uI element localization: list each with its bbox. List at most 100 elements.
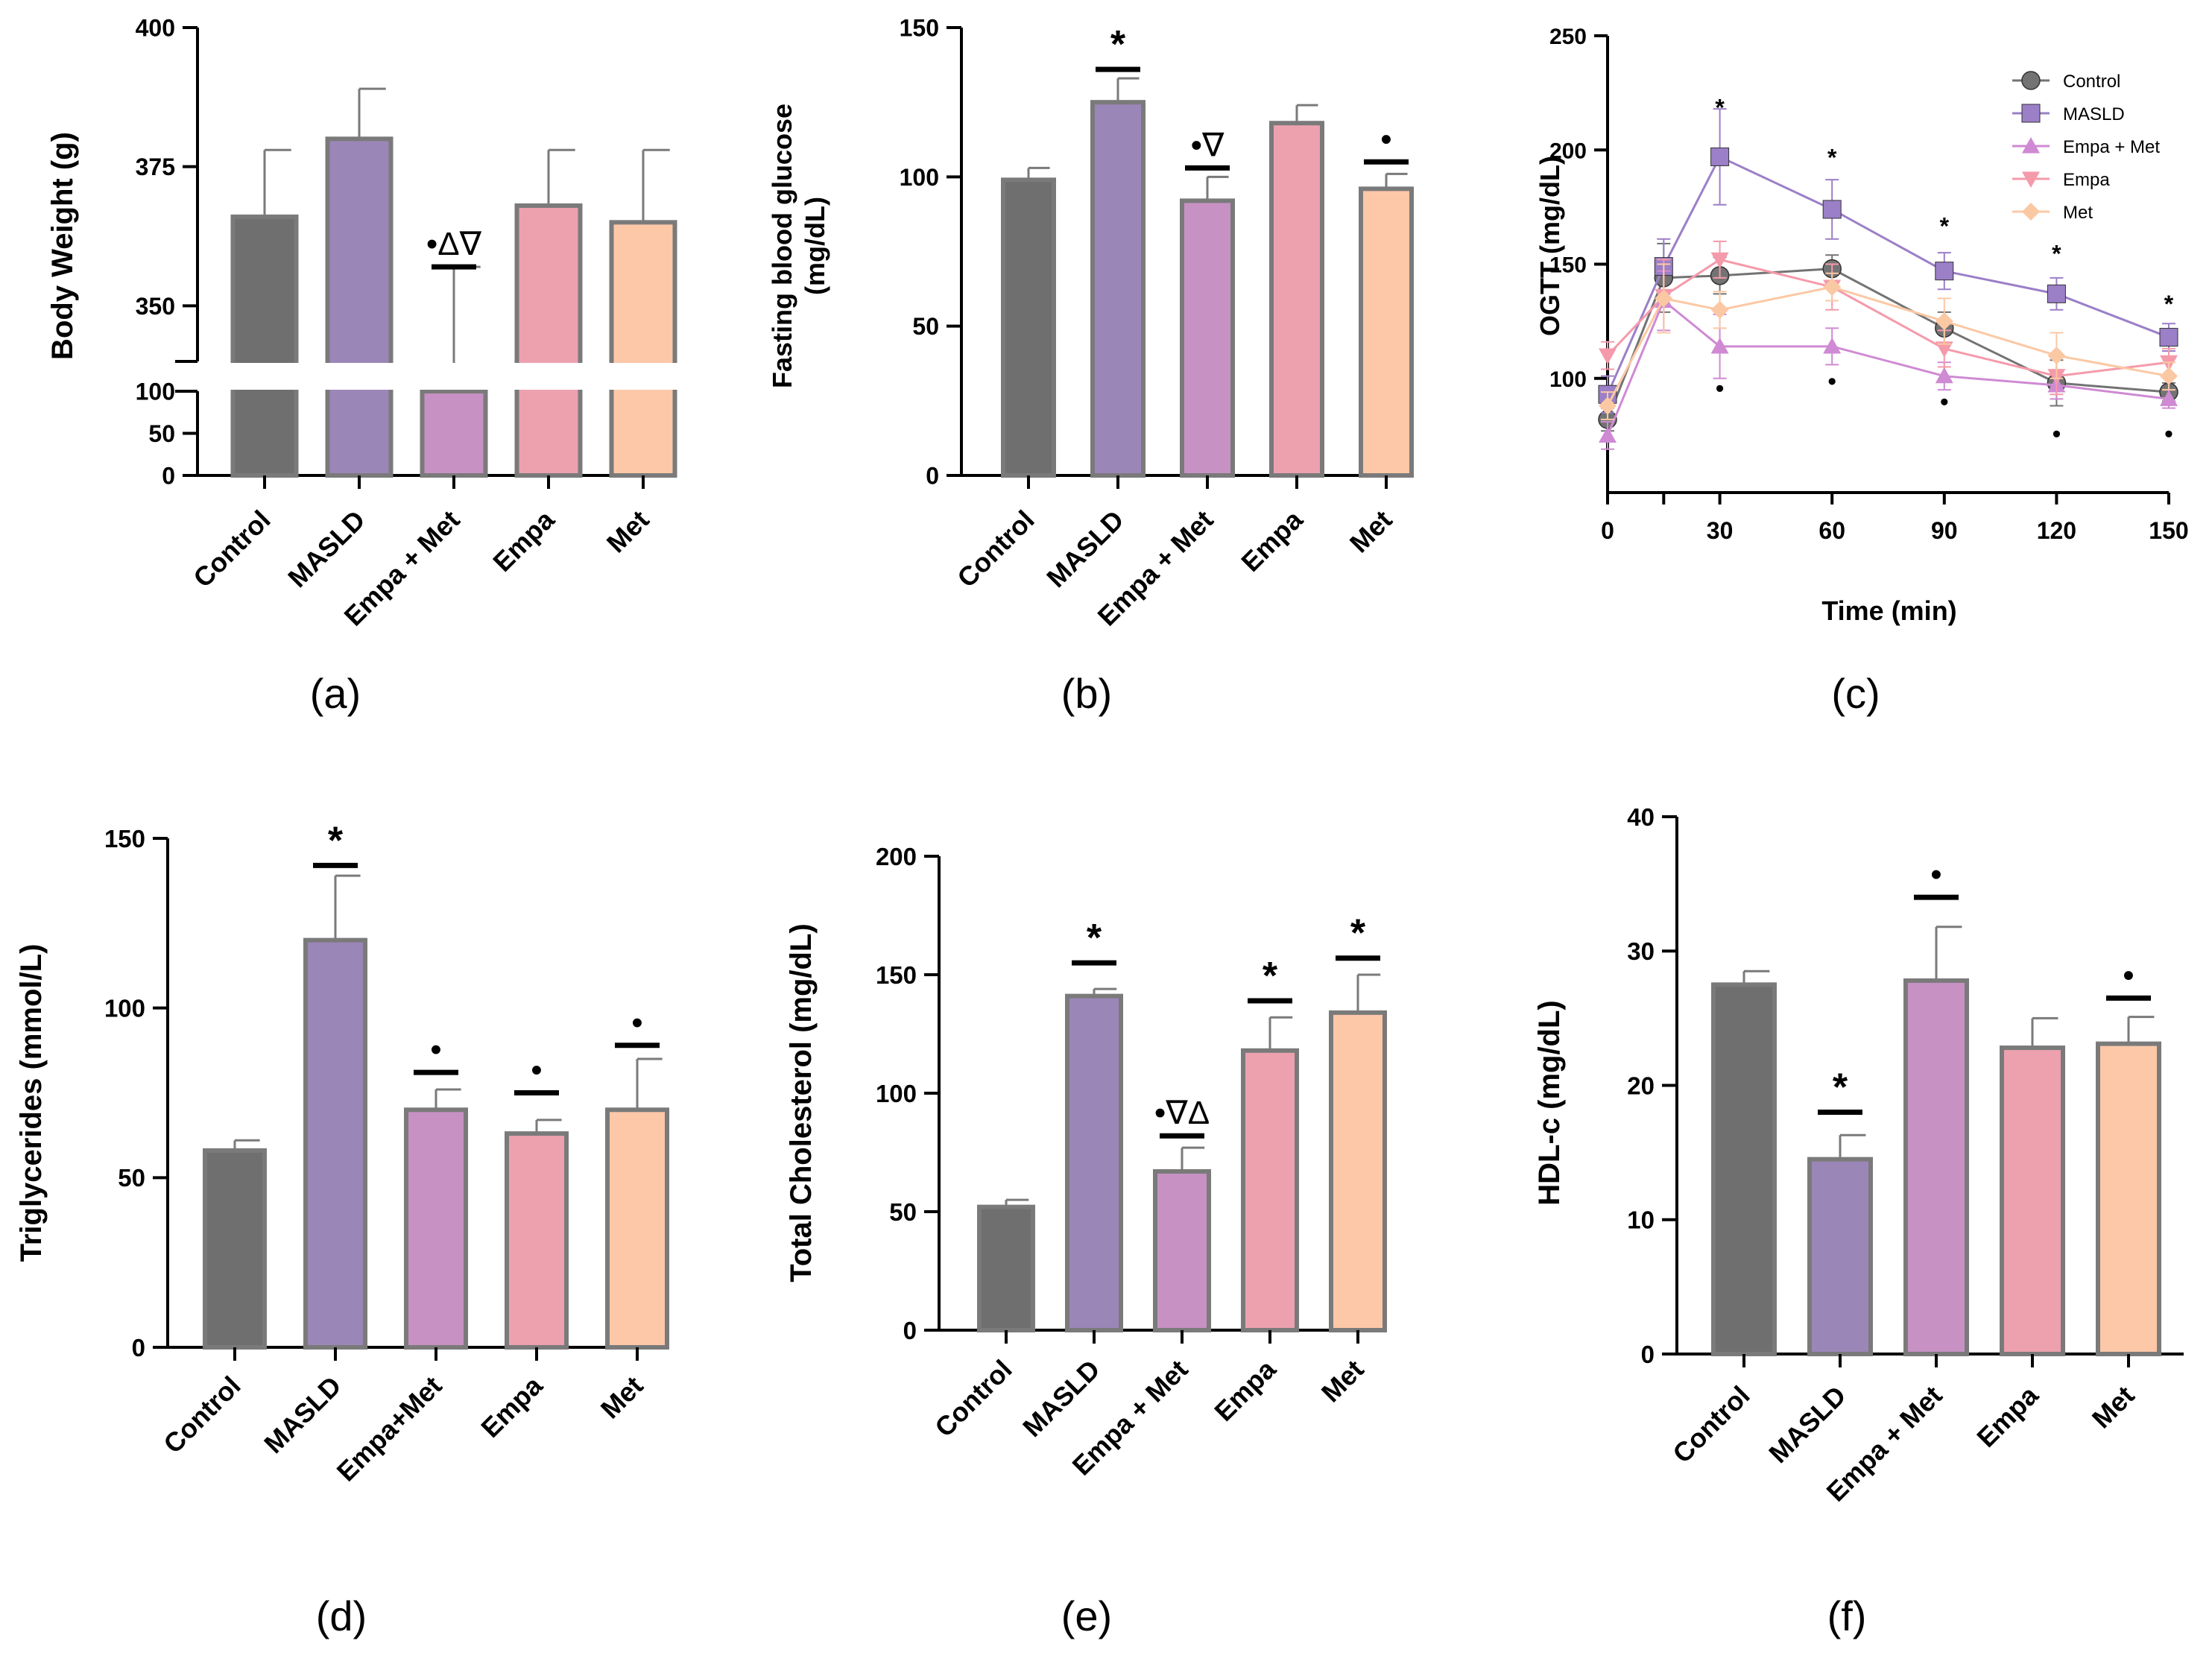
data-point: [1935, 262, 1954, 281]
bar-break-gap: [514, 363, 584, 390]
x-tick-label: Empa+Met: [331, 1370, 448, 1487]
x-tick-label: Met: [2086, 1380, 2140, 1434]
bar-masld: [1807, 1157, 1873, 1356]
y-tick-label: 30: [1627, 937, 1655, 965]
x-tick-label: MASLD: [1040, 504, 1130, 594]
x-tick-label: 90: [1931, 517, 1958, 544]
y-tick-label: 0: [1641, 1341, 1655, 1368]
panel-label: (f): [1827, 1592, 1867, 1639]
y-tick-label: 200: [1549, 139, 1587, 163]
legend-marker: [2022, 137, 2040, 154]
y-tick-label: 100: [104, 995, 145, 1022]
series-met: [1599, 263, 2178, 420]
significance-star: *: [2164, 291, 2174, 317]
x-tick-label: 30: [1707, 517, 1734, 544]
significance-star: *: [1940, 213, 1950, 240]
y-axis-label: Fasting blood glucose: [767, 104, 797, 388]
x-tick-label: MASLD: [1017, 1354, 1106, 1443]
data-point: [2047, 284, 2066, 303]
data-point: [1599, 396, 1617, 415]
significance-star: *: [1827, 145, 1837, 171]
significance-marker: *: [1263, 955, 1278, 998]
y-tick-label: 50: [912, 313, 939, 340]
bar-control: [977, 1204, 1035, 1333]
data-point: [1935, 341, 1953, 358]
significance-dot: •: [1716, 374, 1725, 402]
x-tick-label: MASLD: [1763, 1380, 1852, 1470]
x-tick-label: Empa: [487, 504, 560, 578]
y-axis-label: (mg/dL): [800, 197, 830, 295]
series-line-empa: [1606, 258, 2170, 378]
legend-label: MASLD: [2063, 104, 2125, 124]
x-tick-label: Control: [1666, 1380, 1755, 1469]
y-tick-label: 100: [900, 164, 939, 191]
y-tick-label: 150: [900, 15, 939, 42]
data-point: [1935, 367, 1953, 384]
y-tick-label: 150: [1549, 253, 1587, 278]
x-tick-label: Empa: [475, 1370, 549, 1443]
data-point: [1710, 147, 1730, 166]
series-line-control: [1606, 268, 2170, 420]
bar-met: [1359, 186, 1414, 478]
significance-marker: •: [1380, 121, 1391, 157]
data-point: [1710, 252, 1729, 269]
data-point: [1823, 337, 1842, 354]
bar-control: [1711, 982, 1777, 1356]
x-tick-label: Control: [951, 504, 1040, 593]
significance-marker: *: [1833, 1066, 1848, 1110]
y-axis-label: Triglycerides (mmol/L): [15, 944, 48, 1262]
series-line-empa-met: [1606, 299, 2170, 436]
bar-empa-met: [404, 1107, 468, 1350]
y-tick-label: 0: [162, 463, 175, 490]
panel-e: 0 50 100 150 200 Total Cholesterol (mg/dL) Con…: [785, 843, 1387, 1639]
significance-marker: •Δ∇: [426, 226, 482, 262]
y-axis-label: HDL-c (mg/dL): [1533, 1000, 1566, 1206]
y-tick-label: 350: [136, 293, 175, 320]
bar-empa: [514, 203, 583, 478]
panel-label: (d): [316, 1592, 367, 1639]
data-point: [2159, 328, 2178, 347]
legend-marker: [2022, 203, 2040, 221]
significance-star: *: [1715, 94, 1725, 121]
significance-star: *: [2052, 240, 2061, 267]
significance-marker: •: [2123, 957, 2134, 993]
y-tick-label: 50: [148, 420, 175, 447]
y-tick-label: 20: [1627, 1072, 1655, 1099]
significance-marker: *: [1350, 912, 1366, 955]
bar-empa: [1269, 121, 1324, 478]
y-tick-label: 100: [136, 379, 175, 405]
significance-marker: •: [430, 1031, 441, 1068]
data-point: [1822, 200, 1842, 219]
data-point: [1823, 278, 1842, 297]
x-tick-label: Met: [595, 1370, 649, 1425]
x-tick-label: Met: [1344, 504, 1398, 559]
y-tick-label: 100: [876, 1080, 917, 1107]
significance-marker: •∇Δ: [1154, 1095, 1210, 1131]
data-point: [1710, 337, 1729, 354]
bar-masld: [1090, 100, 1146, 478]
significance-dot: •: [1827, 367, 1836, 396]
data-point: [1710, 300, 1729, 319]
significance-marker: •: [631, 1005, 642, 1041]
bar-break-gap: [419, 363, 489, 390]
x-tick-label: Met: [601, 504, 655, 559]
y-tick-label: 10: [1627, 1206, 1655, 1234]
x-tick-label: Empa: [1235, 504, 1309, 578]
data-point: [1655, 289, 1673, 308]
bar-masld: [1065, 993, 1123, 1332]
x-tick-label: Empa: [1208, 1353, 1282, 1427]
bar-met: [2096, 1041, 2161, 1357]
bar-empa: [2000, 1046, 2065, 1357]
y-tick-label: 0: [132, 1334, 145, 1361]
panel-label: (c): [1831, 670, 1880, 717]
data-point: [1935, 312, 1953, 331]
significance-marker: •∇: [1191, 127, 1224, 163]
y-tick-label: 50: [118, 1164, 145, 1192]
data-point: [2160, 367, 2178, 385]
bar-masld: [325, 136, 394, 478]
bar-break-gap: [230, 363, 300, 390]
bar-empa-met: [1153, 1168, 1211, 1332]
bar-empa-met: [1180, 198, 1235, 478]
